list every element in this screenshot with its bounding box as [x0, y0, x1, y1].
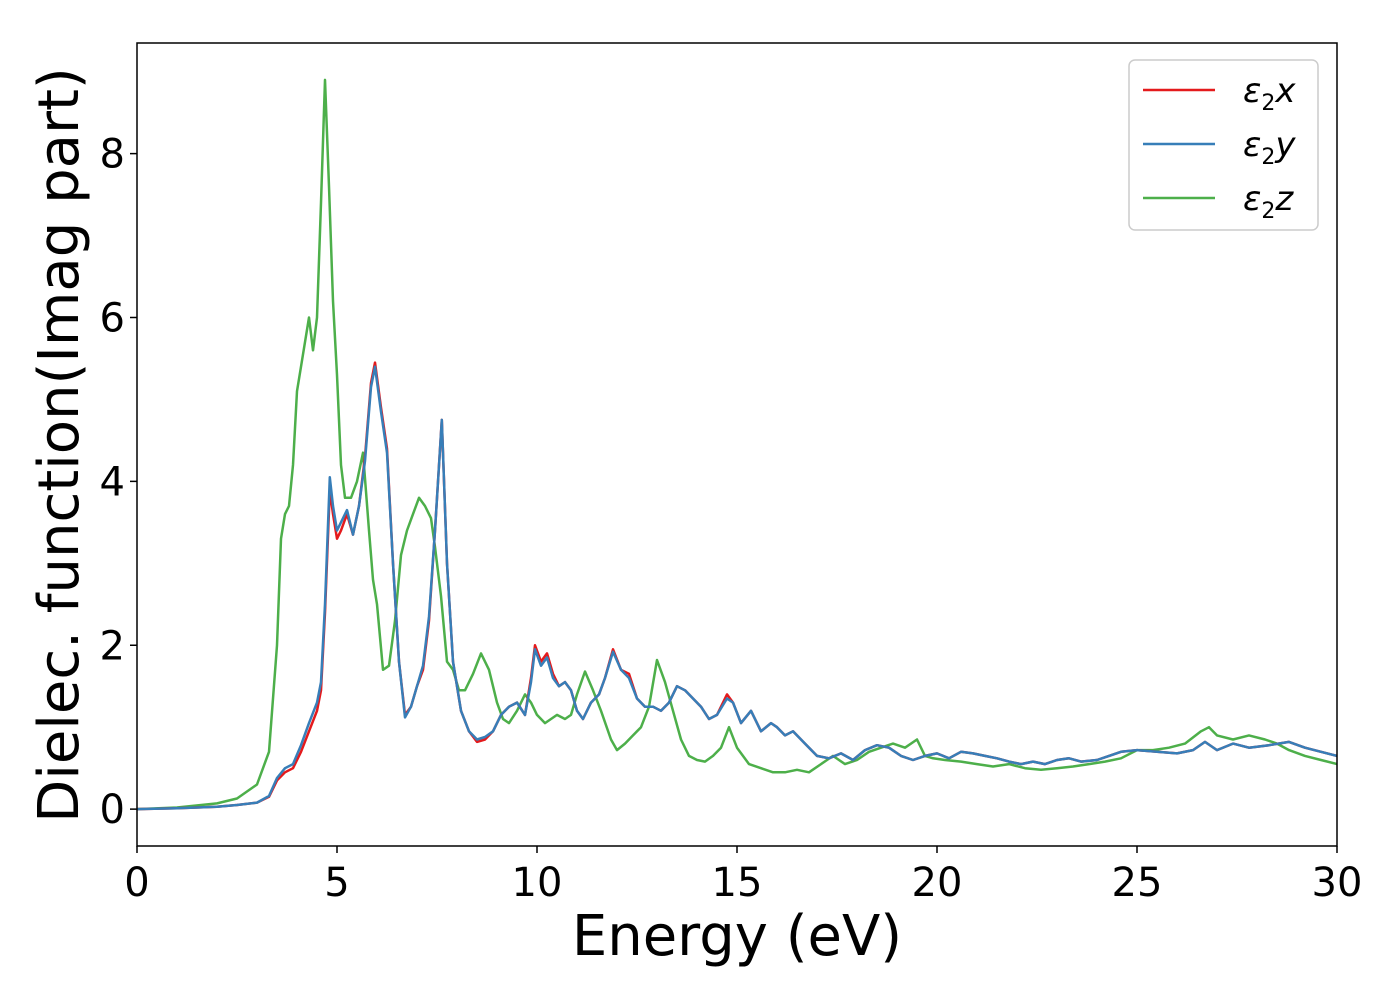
y-tick-label: 8	[100, 132, 125, 178]
series-line-y	[137, 365, 1337, 811]
legend-box	[1128, 59, 1319, 231]
y-tick-label: 6	[100, 295, 125, 341]
x-axis: 0 5 10 15 20 25 30	[124, 846, 1362, 906]
legend: ε2x ε2y ε2z	[1128, 59, 1319, 231]
x-axis-title: Energy (eV)	[572, 904, 902, 969]
series-line-z	[137, 78, 1337, 811]
series-layer	[137, 78, 1337, 811]
x-tick-label: 5	[324, 860, 349, 906]
y-axis: 0 2 4 6 8	[100, 132, 137, 833]
y-tick-label: 4	[100, 459, 125, 505]
x-tick-label: 0	[124, 860, 149, 906]
legend-label-x: ε2x	[1243, 71, 1296, 116]
y-axis-title: Dielec. function(Imag part)	[27, 67, 92, 823]
x-tick-label: 30	[1312, 860, 1363, 906]
legend-label-z: ε2z	[1243, 179, 1294, 224]
y-tick-label: 2	[100, 623, 125, 669]
x-tick-label: 15	[712, 860, 763, 906]
x-tick-label: 20	[912, 860, 963, 906]
x-tick-label: 10	[512, 860, 563, 906]
y-tick-label: 0	[100, 787, 125, 833]
x-tick-label: 25	[1112, 860, 1163, 906]
legend-label-y: ε2y	[1243, 125, 1296, 170]
